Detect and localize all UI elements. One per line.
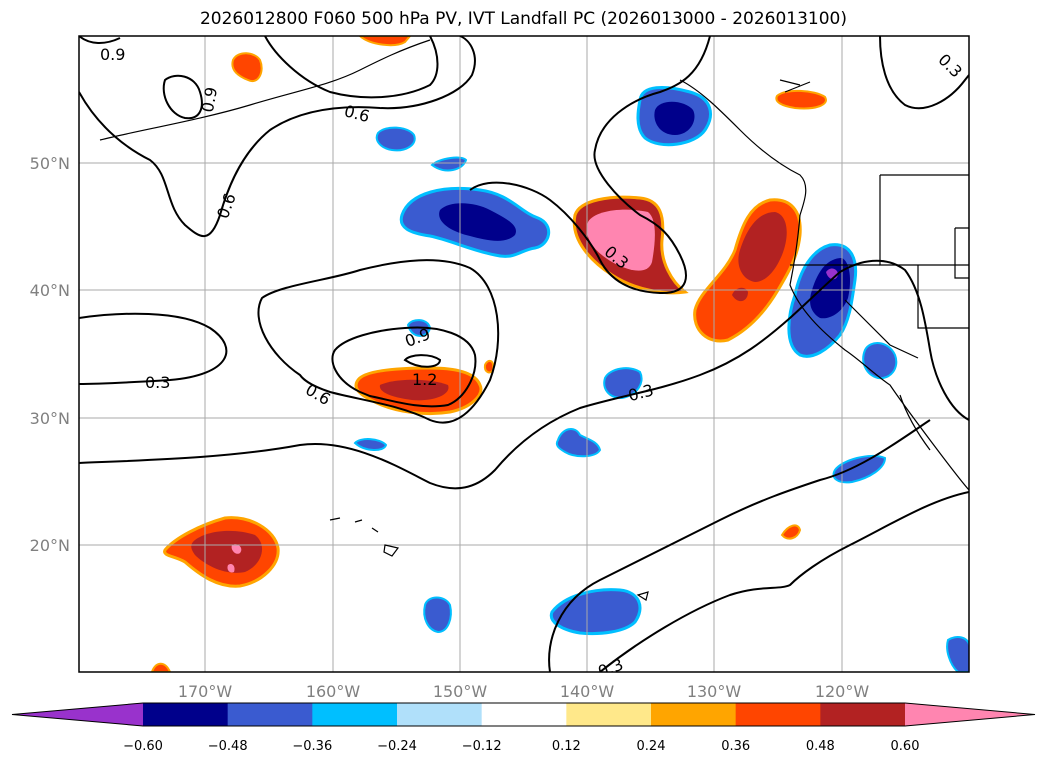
lon-tick-label: 160°W bbox=[306, 682, 361, 701]
colorbar-tick-label: −0.12 bbox=[462, 739, 502, 754]
contour-label: 0.3 bbox=[145, 373, 170, 392]
colorbar-tick-label: 0.48 bbox=[806, 739, 835, 754]
colorbar-tick-label: 0.36 bbox=[721, 739, 750, 754]
shaded-field bbox=[150, 36, 969, 672]
map-frame bbox=[78, 35, 970, 673]
lat-tick-labels: 50°N 40°N 30°N 20°N bbox=[30, 154, 70, 555]
contour-label: 0.6 bbox=[342, 101, 372, 126]
map-title: 2026012800 F060 500 hPa PV, IVT Landfall… bbox=[199, 9, 847, 29]
contour-label: 1.2 bbox=[412, 370, 437, 389]
contour-label: 0.3 bbox=[595, 655, 625, 682]
gridlines bbox=[79, 36, 969, 672]
lon-tick-label: 130°W bbox=[687, 682, 742, 701]
contour-label: 0.3 bbox=[934, 50, 965, 81]
colorbar-cell bbox=[481, 703, 567, 726]
lat-tick-label: 30°N bbox=[30, 409, 70, 428]
lon-tick-label: 150°W bbox=[433, 682, 488, 701]
colorbar-tick-label: 0.60 bbox=[891, 739, 920, 754]
colorbar-extend-high bbox=[905, 703, 1035, 726]
colorbar-tick-label: 0.12 bbox=[552, 739, 581, 754]
colorbar-tick-label: 0.24 bbox=[637, 739, 666, 754]
colorbar: −0.60 −0.48 −0.36 −0.24 −0.12 0.12 0.24 … bbox=[11, 702, 1036, 754]
colorbar-cell bbox=[397, 703, 483, 726]
colorbar-tick-label: −0.24 bbox=[377, 739, 417, 754]
contour-label: 0.9 bbox=[198, 85, 221, 113]
colorbar-cell bbox=[227, 703, 313, 726]
colorbar-cell bbox=[820, 703, 906, 726]
map-content: 0.9 0.9 0.6 0.6 0.3 0.3 0.6 0.9 1.2 0.3 … bbox=[79, 36, 969, 682]
lon-tick-label: 140°W bbox=[560, 682, 615, 701]
pv-contours bbox=[79, 36, 969, 672]
coastlines bbox=[99, 39, 969, 601]
colorbar-cell bbox=[143, 703, 229, 726]
colorbar-tick-labels: −0.60 −0.48 −0.36 −0.24 −0.12 0.12 0.24 … bbox=[123, 739, 919, 754]
lon-tick-labels: 170°W 160°W 150°W 140°W 130°W 120°W bbox=[178, 682, 870, 701]
contour-label: 0.9 bbox=[100, 45, 125, 64]
colorbar-cell bbox=[651, 703, 737, 726]
colorbar-cell bbox=[735, 703, 821, 726]
colorbar-extend-low bbox=[12, 703, 143, 726]
lat-tick-label: 20°N bbox=[30, 536, 70, 555]
colorbar-cell bbox=[566, 703, 652, 726]
lon-tick-label: 120°W bbox=[815, 682, 870, 701]
contour-label: 0.6 bbox=[302, 380, 334, 409]
lat-tick-label: 50°N bbox=[30, 154, 70, 173]
contour-label: 0.6 bbox=[213, 191, 240, 221]
colorbar-cell bbox=[312, 703, 398, 726]
colorbar-tick-label: −0.60 bbox=[123, 739, 163, 754]
lat-tick-label: 40°N bbox=[30, 281, 70, 300]
lon-tick-label: 170°W bbox=[178, 682, 233, 701]
colorbar-tick-label: −0.36 bbox=[292, 739, 332, 754]
colorbar-tick-label: −0.48 bbox=[208, 739, 248, 754]
